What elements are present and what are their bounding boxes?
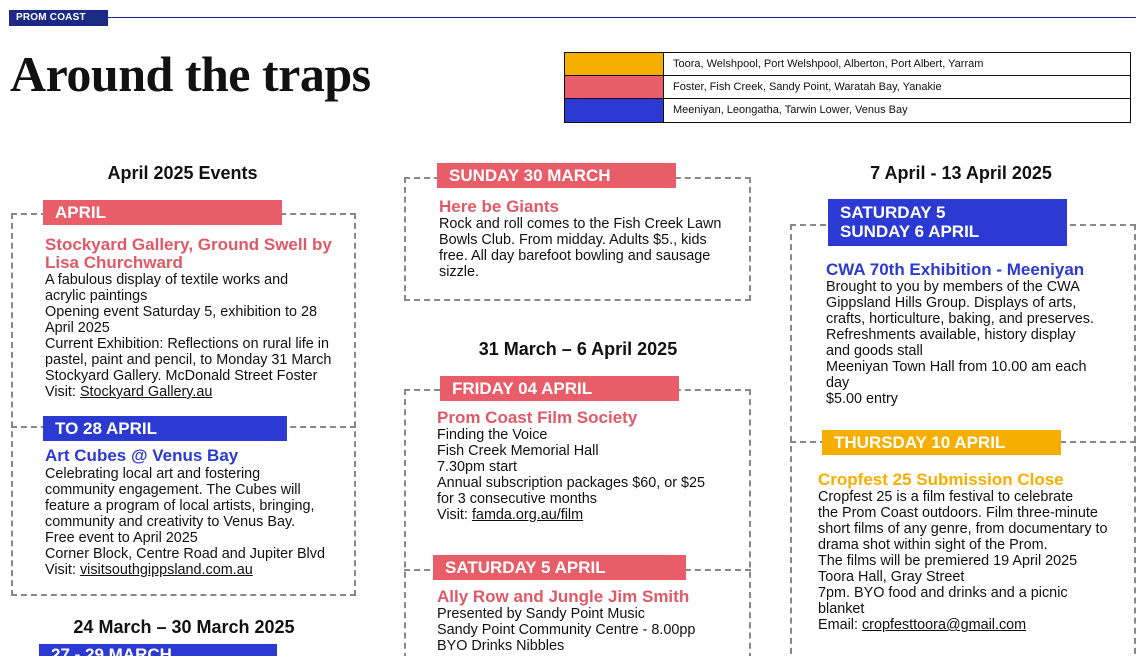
event-title: Cropfest 25 Submission Close	[818, 470, 1064, 489]
legend-towns: Foster, Fish Creek, Sandy Point, Waratah…	[673, 81, 942, 93]
legend-towns: Meeniyan, Leongatha, Tarwin Lower, Venus…	[673, 104, 908, 116]
event-email-line: Email: cropfesttoora@gmail.com	[818, 617, 1108, 633]
event-text-line: feature a program of local artists, brin…	[45, 498, 315, 514]
event-title: CWA 70th Exhibition - Meeniyan	[826, 260, 1085, 279]
event-text-line: Annual subscription packages $60, or $25	[437, 475, 706, 491]
event-text-line: BYO Drinks Nibbles	[437, 638, 565, 654]
event-date-banner: 27 - 29 MARCH	[39, 644, 277, 656]
event-title: Here be Giants	[439, 197, 559, 216]
event-text-line: The films will be premiered 19 April 202…	[818, 553, 1078, 569]
event-text-line: $5.00 entry	[826, 391, 899, 407]
event-description: A fabulous display of textile works and …	[45, 272, 331, 400]
event-link[interactable]: Stockyard Gallery.au	[79, 384, 213, 400]
legend-swatch-blue	[565, 99, 664, 122]
email-link[interactable]: cropfesttoora@gmail.com	[861, 617, 1027, 633]
event-title: Ally Row and Jungle Jim Smith	[437, 587, 690, 606]
event-text-line: Refreshments available, history display	[826, 327, 1076, 343]
event-text-line: Free event to April 2025	[45, 530, 198, 546]
week-heading: 7 April - 13 April 2025	[870, 163, 1052, 183]
week-heading: 31 March – 6 April 2025	[478, 339, 678, 359]
event-text-line: Bowls Club. From midday. Adults $5., kid…	[439, 232, 707, 248]
event-text-line: community and creativity to Venus Bay.	[45, 514, 296, 530]
legend-towns: Toora, Welshpool, Port Welshpool, Albert…	[673, 58, 984, 70]
section-tag: PROM COAST LIFE	[9, 10, 108, 39]
event-description: Presented by Sandy Point Music Sandy Poi…	[437, 606, 695, 654]
event-text-line: day	[826, 375, 850, 391]
event-text-line: Finding the Voice	[437, 427, 548, 443]
event-text-line: community engagement. The Cubes will	[45, 482, 301, 498]
event-text-line: the Prom Coast outdoors. Film three-minu…	[818, 505, 1098, 521]
event-link[interactable]: famda.org.au/film	[471, 507, 584, 523]
visit-prefix: Visit:	[45, 384, 80, 400]
page-title: Around the traps	[10, 46, 371, 102]
visit-prefix: Visit:	[437, 507, 472, 523]
event-text-line: Sandy Point Community Centre - 8.00pp	[437, 622, 696, 638]
event-description: Finding the Voice Fish Creek Memorial Ha…	[437, 427, 705, 523]
legend-swatch-pink	[565, 76, 664, 98]
event-date-banner: SATURDAY 5 APRIL	[433, 555, 686, 580]
event-text-line: Fish Creek Memorial Hall	[437, 443, 599, 459]
event-text-line: acrylic paintings	[45, 288, 148, 304]
event-text-line: for 3 consecutive months	[437, 491, 597, 507]
event-text-line: Corner Block, Centre Road and Jupiter Bl…	[45, 546, 325, 562]
event-text-line: Stockyard Gallery. McDonald Street Foste…	[45, 368, 318, 384]
event-date-line: SUNDAY 6 APRIL	[840, 222, 980, 241]
event-text-line: Celebrating local art and fostering	[45, 466, 261, 482]
event-text-line: Toora Hall, Gray Street	[818, 569, 965, 585]
event-title-line: Lisa Churchward	[45, 253, 183, 272]
event-text-line: Meeniyan Town Hall from 10.00 am each	[826, 359, 1087, 375]
event-title-line: Stockyard Gallery, Ground Swell by	[45, 235, 332, 254]
header-rule	[108, 17, 1136, 18]
event-text-line: and goods stall	[826, 343, 923, 359]
event-text-line: A fabulous display of textile works and	[45, 272, 289, 288]
event-date-banner: SATURDAY 5 SUNDAY 6 APRIL	[828, 199, 1067, 246]
region-legend: Toora, Welshpool, Port Welshpool, Albert…	[564, 52, 1131, 123]
legend-row-pink: Foster, Fish Creek, Sandy Point, Waratah…	[565, 76, 1130, 99]
event-text-line: free. All day barefoot bowling and sausa…	[439, 248, 711, 264]
event-visit-line: Visit: Stockyard Gallery.au	[45, 384, 331, 400]
event-date-line: SATURDAY 5	[840, 203, 946, 222]
event-title: Prom Coast Film Society	[437, 408, 638, 427]
event-text-line: Rock and roll comes to the Fish Creek La…	[439, 216, 722, 232]
event-title: Stockyard Gallery, Ground Swell by Lisa …	[45, 236, 332, 272]
event-date-banner: THURSDAY 10 APRIL	[822, 430, 1061, 455]
legend-swatch-yellow	[565, 53, 664, 75]
event-text-line: 7.30pm start	[437, 459, 517, 475]
event-visit-line: Visit: famda.org.au/film	[437, 507, 705, 523]
event-title: Art Cubes @ Venus Bay	[45, 446, 239, 465]
event-text-line: 7pm. BYO food and drinks and a picnic	[818, 585, 1068, 601]
event-date-banner: TO 28 APRIL	[43, 416, 287, 441]
column-heading: April 2025 Events	[107, 163, 258, 183]
event-link[interactable]: visitsouthgippsland.com.au	[79, 562, 253, 578]
event-text-line: April 2025	[45, 320, 110, 336]
event-text-line: Gippsland Hills Group. Displays of arts,	[826, 295, 1077, 311]
event-text-line: pastel, paint and pencil, to Monday 31 M…	[45, 352, 332, 368]
event-text-line: Opening event Saturday 5, exhibition to …	[45, 304, 318, 320]
event-description: Cropfest 25 is a film festival to celebr…	[818, 489, 1108, 633]
event-text-line: sizzle.	[439, 264, 479, 280]
event-text-line: Brought to you by members of the CWA	[826, 279, 1080, 295]
event-description: Brought to you by members of the CWA Gip…	[826, 279, 1094, 407]
event-date-banner: SUNDAY 30 MARCH	[437, 163, 676, 188]
event-text-line: drama shot within sight of the Prom.	[818, 537, 1048, 553]
event-text-line: Cropfest 25 is a film festival to celebr…	[818, 489, 1074, 505]
legend-row-yellow: Toora, Welshpool, Port Welshpool, Albert…	[565, 53, 1130, 76]
event-text-line: Presented by Sandy Point Music	[437, 606, 645, 622]
event-text-line: blanket	[818, 601, 865, 617]
event-text-line: Current Exhibition: Reflections on rural…	[45, 336, 329, 352]
event-description: Rock and roll comes to the Fish Creek La…	[439, 216, 721, 280]
event-visit-line: Visit: visitsouthgippsland.com.au	[45, 562, 325, 578]
event-date-banner: APRIL	[43, 200, 282, 225]
event-text-line: short films of any genre, from documenta…	[818, 521, 1108, 537]
visit-prefix: Visit:	[45, 562, 80, 578]
event-description: Celebrating local art and fostering comm…	[45, 466, 325, 578]
legend-row-blue: Meeniyan, Leongatha, Tarwin Lower, Venus…	[565, 99, 1130, 122]
week-heading: 24 March – 30 March 2025	[73, 617, 295, 637]
email-prefix: Email:	[818, 617, 862, 633]
event-text-line: crafts, horticulture, baking, and preser…	[826, 311, 1094, 327]
event-date-banner: FRIDAY 04 APRIL	[440, 376, 679, 401]
